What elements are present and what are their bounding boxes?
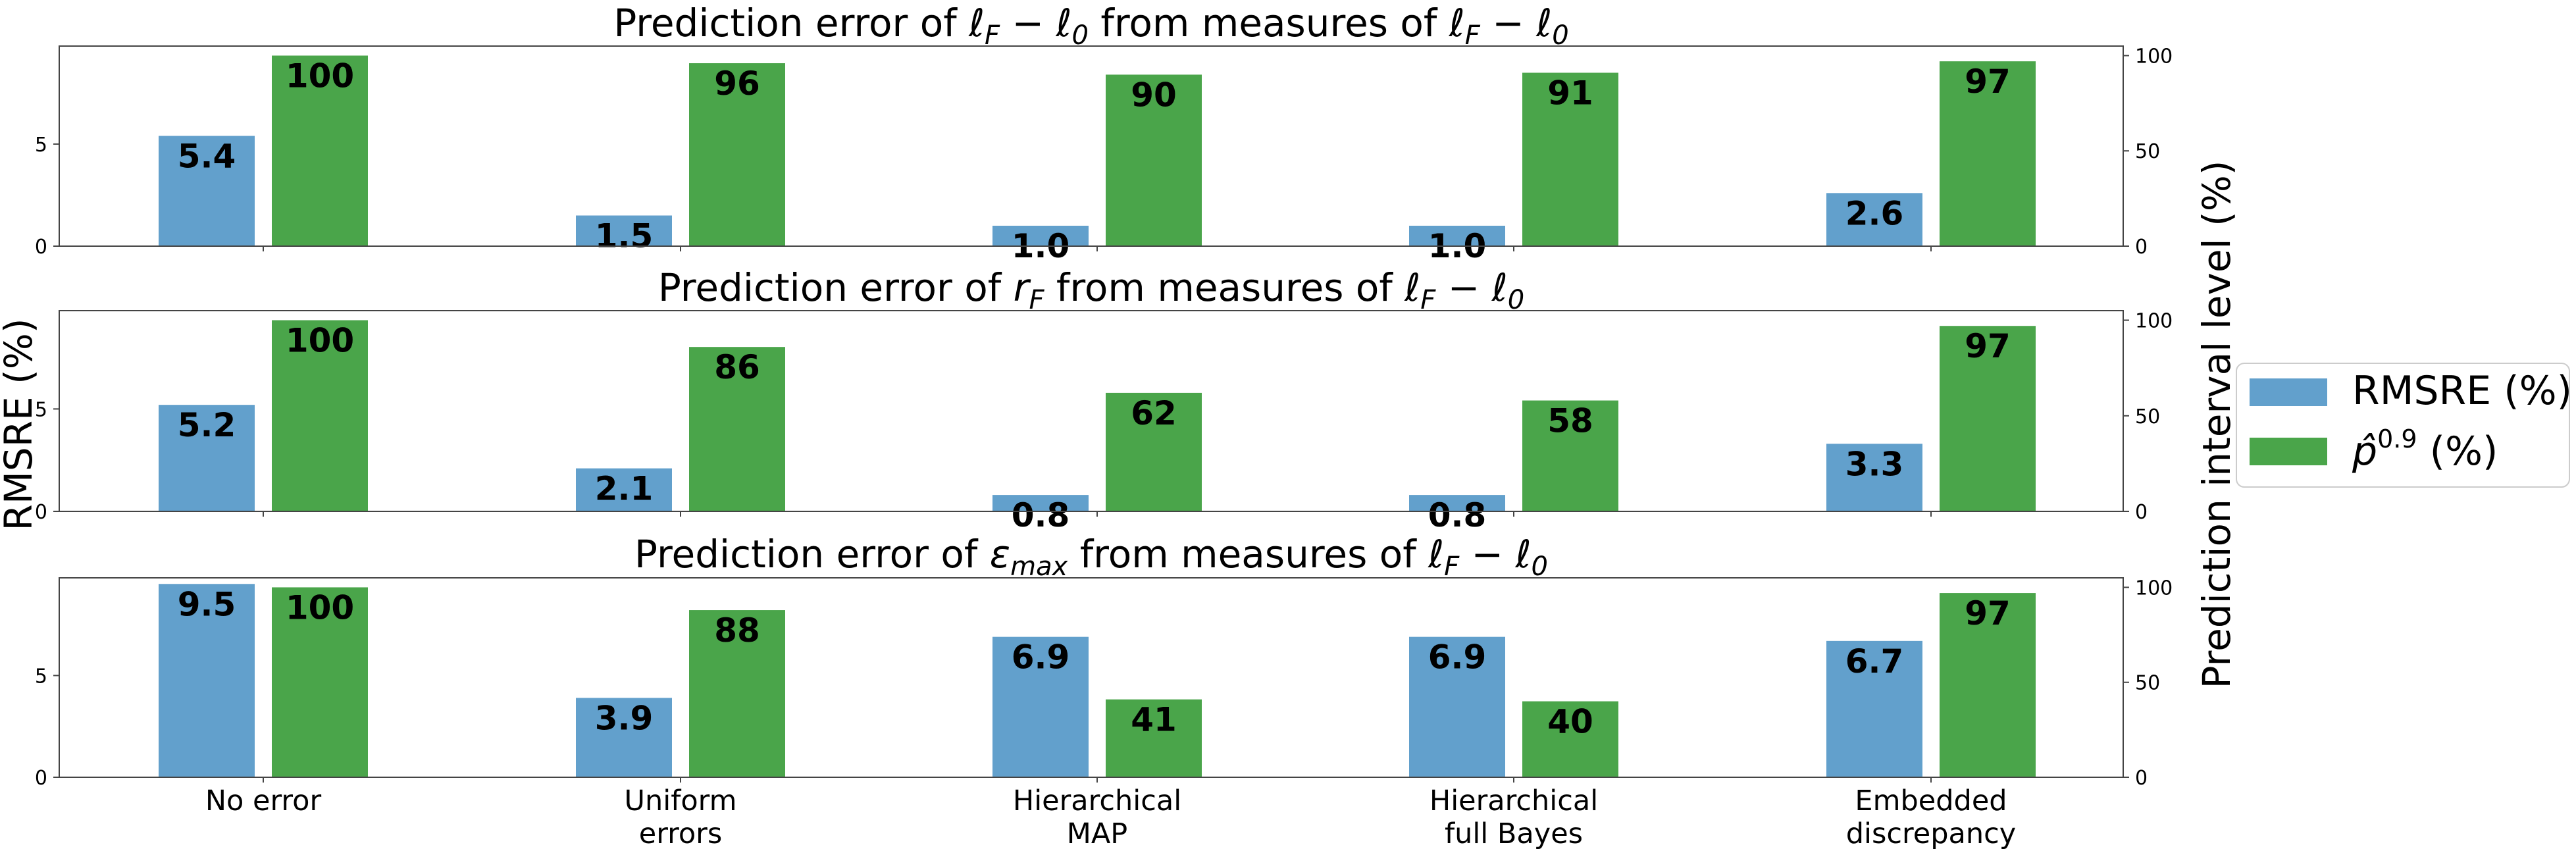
coverage-bar — [1940, 326, 2036, 511]
legend: RMSRE (%) p̂0.9 (%) — [2236, 363, 2572, 488]
left-axis-title: RMSRE (%) — [0, 319, 41, 531]
data-label: 9.5 — [178, 585, 236, 623]
panel-title: Prediction error of rF from measures of … — [658, 265, 1524, 315]
right-tick-label: 100 — [2135, 45, 2173, 68]
legend-swatch-rmsre — [2250, 378, 2327, 406]
data-label: 0.8 — [1428, 496, 1487, 534]
legend-label-coverage: p̂0.9 (%) — [2352, 424, 2498, 475]
coverage-bar — [689, 63, 785, 247]
right-tick-label: 100 — [2135, 310, 2173, 333]
data-label: 6.9 — [1428, 638, 1487, 677]
axes-frame — [59, 577, 2124, 778]
rmsre-bar — [1409, 495, 1505, 511]
axis-titles: RMSRE (%) Prediction interval level (%) — [0, 161, 2239, 689]
right-tick-label: 50 — [2135, 140, 2160, 163]
data-label: 5.2 — [178, 406, 236, 444]
coverage-bar — [1106, 392, 1202, 511]
left-tick-label: 0 — [35, 767, 47, 790]
rmsre-bar — [159, 584, 255, 777]
right-tick-label: 0 — [2135, 236, 2148, 259]
coverage-bar — [272, 55, 368, 246]
data-label: 3.3 — [1845, 445, 1904, 483]
data-label: 97 — [1965, 594, 2011, 632]
panel-title: Prediction error of εmax from measures o… — [634, 532, 1548, 582]
coverage-bar — [272, 320, 368, 511]
right-axis-title: Prediction interval level (%) — [2194, 161, 2239, 689]
coverage-bar — [1522, 72, 1618, 247]
data-label: 62 — [1131, 394, 1177, 432]
rmsre-bar — [576, 215, 672, 246]
axes-frame — [59, 310, 2124, 512]
rmsre-bar — [1826, 640, 1922, 777]
panel-1: Prediction error of ℓF − ℓ0 from measure… — [35, 1, 2173, 265]
rmsre-bar — [576, 468, 672, 511]
coverage-bar — [689, 610, 785, 777]
right-tick-label: 0 — [2135, 767, 2148, 790]
category-label: Embedded discrepancy — [1846, 785, 2016, 849]
data-label: 40 — [1547, 703, 1593, 741]
data-label: 100 — [286, 322, 354, 360]
axes-frame — [59, 45, 2124, 247]
right-tick-label: 0 — [2135, 501, 2148, 524]
rmsre-bar — [1826, 193, 1922, 246]
panel-2: Prediction error of rF from measures of … — [35, 265, 2173, 534]
left-tick-label: 5 — [35, 665, 47, 688]
left-tick-label: 5 — [35, 134, 47, 157]
coverage-bar — [1106, 74, 1202, 246]
coverage-bar — [272, 587, 368, 777]
category-label: Uniform errors — [625, 785, 737, 849]
data-label: 100 — [286, 588, 354, 627]
category-label: Hierarchical full Bayes — [1430, 785, 1598, 849]
data-label: 90 — [1131, 76, 1177, 114]
right-tick-label: 50 — [2135, 405, 2160, 428]
data-label: 6.9 — [1012, 638, 1070, 677]
data-label: 5.4 — [178, 137, 236, 175]
rmsre-bar — [992, 636, 1089, 777]
right-tick-label: 100 — [2135, 577, 2173, 600]
data-label: 58 — [1547, 402, 1593, 440]
data-label: 96 — [714, 64, 760, 103]
data-label: 2.6 — [1845, 194, 1904, 232]
rmsre-bar — [1409, 636, 1505, 777]
coverage-bar — [1940, 593, 2036, 777]
rmsre-bar — [1409, 225, 1505, 246]
left-tick-label: 0 — [35, 501, 47, 524]
rmsre-bar — [159, 136, 255, 246]
rmsre-bar — [576, 698, 672, 777]
legend-swatch-coverage — [2250, 438, 2327, 465]
panel-3: Prediction error of εmax from measures o… — [35, 532, 2173, 790]
category-label: Hierarchical MAP — [1013, 785, 1181, 849]
chart-panels: Prediction error of ℓF − ℓ0 from measure… — [35, 1, 2173, 849]
left-tick-label: 0 — [35, 236, 47, 259]
category-label: No error — [205, 785, 322, 817]
data-label: 6.7 — [1845, 642, 1904, 681]
data-label: 88 — [714, 611, 760, 650]
coverage-bar — [1106, 699, 1202, 777]
data-label: 1.5 — [595, 217, 654, 255]
legend-label-rmsre: RMSRE (%) — [2352, 368, 2572, 414]
rmsre-bar — [992, 495, 1089, 511]
coverage-bar — [1522, 400, 1618, 511]
coverage-bar — [1522, 701, 1618, 777]
data-label: 100 — [286, 57, 354, 95]
data-label: 86 — [714, 348, 760, 386]
data-label: 41 — [1131, 701, 1177, 739]
coverage-bar — [689, 347, 785, 511]
panel-title: Prediction error of ℓF − ℓ0 from measure… — [613, 1, 1568, 51]
data-label: 2.1 — [595, 470, 654, 508]
coverage-bar — [1940, 61, 2036, 247]
data-label: 91 — [1547, 74, 1593, 113]
data-label: 0.8 — [1012, 496, 1070, 534]
left-tick-label: 5 — [35, 398, 47, 421]
data-label: 97 — [1965, 63, 2011, 101]
rmsre-bar — [1826, 444, 1922, 511]
rmsre-bar — [159, 405, 255, 511]
data-label: 3.9 — [595, 699, 654, 737]
data-label: 97 — [1965, 327, 2011, 365]
rmsre-bar — [992, 225, 1089, 246]
right-tick-label: 50 — [2135, 672, 2160, 695]
